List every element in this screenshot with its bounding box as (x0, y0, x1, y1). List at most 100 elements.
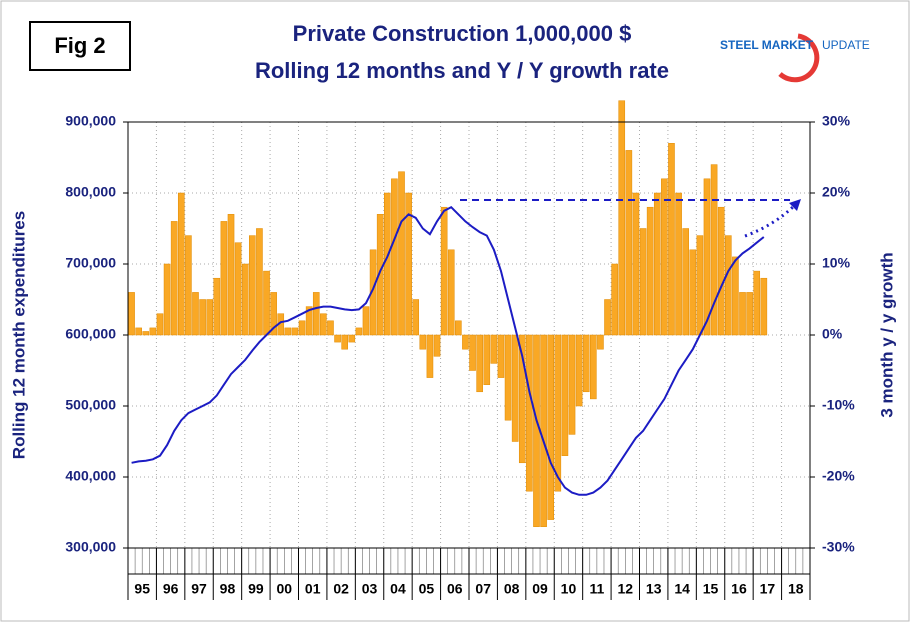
bar (604, 299, 611, 336)
bar (263, 270, 270, 336)
chart-subtitle: Rolling 12 months and Y / Y growth rate (255, 58, 669, 83)
bar (582, 334, 590, 393)
x-tick-label: 09 (532, 581, 548, 597)
bar (355, 327, 363, 336)
y2-tick-label: -20% (822, 468, 855, 484)
bar (384, 192, 391, 336)
bar (256, 228, 263, 336)
arrow-head (789, 199, 801, 211)
bar (284, 327, 292, 336)
x-tick-label: 10 (561, 581, 577, 597)
bar (341, 334, 348, 350)
x-tick-label: 99 (248, 581, 264, 597)
bar (305, 306, 313, 336)
bar (163, 263, 171, 336)
y2-tick-label: -10% (822, 397, 855, 413)
bar (511, 334, 519, 442)
bar (561, 334, 569, 456)
x-tick-label: 15 (703, 581, 719, 597)
plot-frame (127, 121, 811, 549)
y-axis-title: Rolling 12 month expenditures (9, 211, 28, 459)
bar (440, 206, 448, 336)
bar (469, 334, 476, 371)
x-tick-label: 07 (475, 581, 491, 597)
bar (391, 178, 398, 336)
logo-swoosh (778, 33, 820, 83)
y-tick-label: 700,000 (65, 255, 116, 271)
bar (476, 334, 483, 393)
bar (646, 206, 654, 336)
x-tick-label: 14 (674, 581, 690, 597)
bar (462, 334, 469, 350)
bar (270, 292, 277, 336)
y2-tick-label: -30% (822, 539, 855, 555)
x-tick-label: 11 (589, 581, 604, 597)
bar (170, 221, 178, 336)
y2-tick-label: 20% (822, 184, 851, 200)
bar (185, 235, 192, 336)
y-tick-label: 300,000 (65, 539, 116, 555)
bar (128, 292, 135, 336)
y2-tick-label: 10% (822, 255, 851, 271)
bar (568, 334, 576, 435)
x-tick-label: 97 (191, 581, 207, 597)
bar (611, 263, 618, 336)
bar (760, 277, 768, 336)
x-tick-label: 16 (731, 581, 747, 597)
bar (526, 334, 533, 492)
bar (497, 334, 505, 378)
figure-box (29, 21, 131, 71)
y-tick-label: 500,000 (65, 397, 116, 413)
bar (483, 334, 491, 385)
x-tick-label: 02 (333, 581, 349, 597)
bar (419, 334, 427, 350)
bar (732, 256, 739, 336)
x-tick-label: 05 (419, 581, 435, 597)
bar (142, 331, 150, 336)
bar (590, 334, 597, 400)
x-tick-label: 08 (504, 581, 520, 597)
bar (447, 249, 455, 336)
y-tick-label: 900,000 (65, 113, 116, 129)
logo-text: UPDATE (822, 38, 870, 52)
bar (518, 334, 526, 464)
bar (426, 334, 434, 378)
x-tick-label: 00 (277, 581, 293, 597)
bar (682, 228, 689, 336)
bar (412, 299, 420, 336)
bar (149, 327, 157, 336)
y2-tick-label: 30% (822, 113, 851, 129)
bar (213, 277, 221, 336)
bar (192, 292, 199, 336)
bar (298, 320, 306, 336)
bar (199, 299, 206, 336)
bar (398, 171, 405, 336)
y2-tick-label: 0% (822, 326, 843, 342)
bar (241, 263, 249, 336)
bar (575, 334, 583, 407)
bar (710, 164, 718, 336)
bar (504, 334, 512, 421)
bar (547, 334, 554, 520)
bar (661, 178, 668, 336)
bar (689, 249, 697, 336)
bar (291, 327, 299, 336)
bar (490, 334, 498, 364)
x-tick-label: 96 (163, 581, 179, 597)
figure-label: Fig 2 (54, 33, 105, 58)
bar (554, 334, 562, 492)
bar (746, 292, 753, 336)
projection-arrow (744, 202, 798, 238)
x-tick-label: 98 (220, 581, 236, 597)
bar (653, 192, 661, 336)
logo-text: STEEL MARKET (720, 38, 814, 52)
x-tick-label: 13 (646, 581, 662, 597)
bar (675, 192, 682, 336)
x-tick-label: 17 (760, 581, 776, 597)
bar (540, 334, 547, 527)
bar (312, 292, 320, 336)
x-tick-label: 12 (618, 581, 634, 597)
bar (725, 235, 732, 336)
